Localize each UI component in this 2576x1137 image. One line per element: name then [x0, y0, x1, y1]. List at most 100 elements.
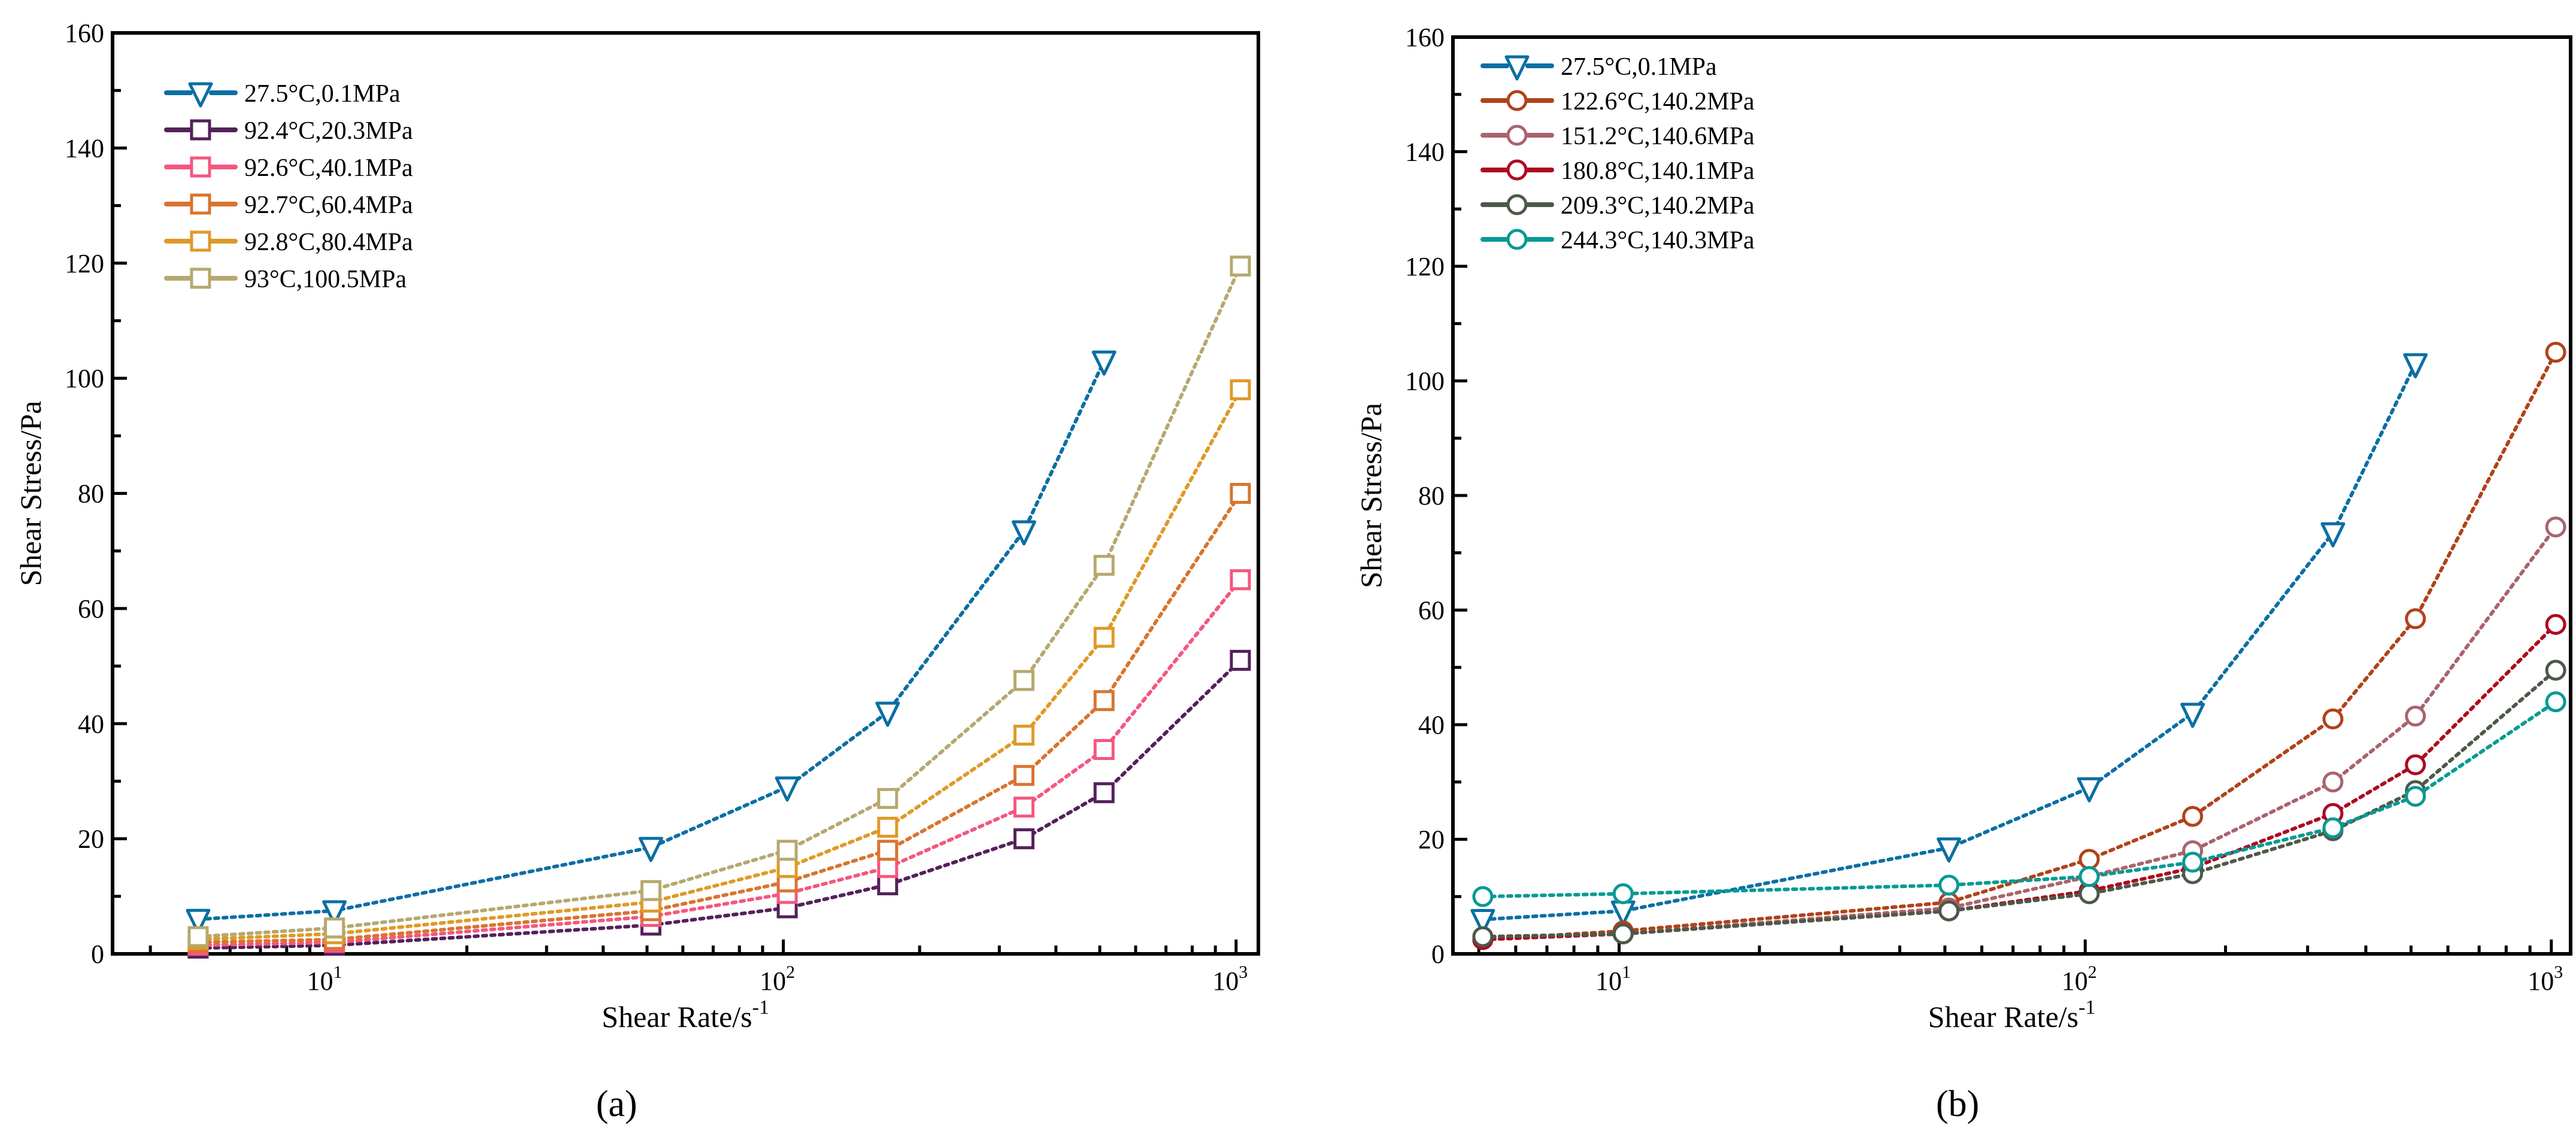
data-point	[2077, 777, 2102, 802]
legend-item: 244.3°C,140.3MPa	[1480, 227, 1755, 254]
data-point	[1091, 350, 1116, 376]
series-line	[196, 491, 1242, 944]
data-point	[1230, 569, 1251, 591]
legend-item: 180.8°C,140.1MPa	[1480, 157, 1755, 185]
y-tick-label: 120	[1405, 252, 1445, 281]
data-point	[2405, 786, 2426, 807]
data-point	[1472, 886, 1494, 907]
x-tick-exp: 1	[1622, 962, 1631, 982]
series-line	[196, 359, 1106, 922]
series-5	[187, 256, 1251, 947]
series-4	[1472, 659, 2566, 947]
data-point	[2545, 659, 2566, 681]
x-tick-label: 102	[760, 962, 795, 996]
legend-marker	[1504, 55, 1530, 81]
data-point	[1013, 670, 1034, 691]
data-point	[1093, 782, 1115, 804]
data-point	[1093, 627, 1115, 648]
x-axis-label: Shear Rate/s-1	[1928, 996, 2096, 1033]
y-tick-label: 160	[1405, 23, 1445, 52]
series-0	[186, 350, 1116, 934]
data-point	[640, 880, 662, 901]
series-line	[1480, 700, 2558, 899]
data-point	[2405, 608, 2426, 630]
data-point	[776, 857, 798, 878]
legend-item: 92.6°C,40.1MPa	[164, 154, 413, 182]
data-point	[1013, 765, 1034, 786]
x-tick-base: 10	[1212, 966, 1239, 996]
x-tick-base: 10	[2528, 966, 2554, 996]
series-line	[196, 388, 1242, 941]
y-tick-label: 20	[1418, 825, 1445, 855]
data-point	[322, 900, 347, 926]
legend-marker	[190, 267, 211, 289]
legend-label: 27.5°C,0.1MPa	[1561, 53, 1717, 81]
legend-label: 92.8°C,80.4MPa	[244, 229, 413, 256]
data-point	[2180, 703, 2205, 728]
legend-marker	[1506, 159, 1528, 181]
legend-marker	[190, 156, 211, 178]
series-line	[1480, 668, 2558, 939]
y-tick-label: 40	[1418, 710, 1445, 740]
legend-marker	[188, 82, 213, 108]
data-point	[877, 874, 899, 896]
data-point	[2545, 613, 2566, 635]
y-tick-label: 160	[65, 19, 104, 48]
series-3	[1472, 613, 2566, 950]
data-point	[2545, 516, 2566, 538]
legend-marker	[1506, 90, 1528, 111]
panel-label: (b)	[1936, 1084, 1979, 1124]
data-point	[1013, 796, 1034, 818]
x-tick-exp: 3	[2554, 962, 2563, 982]
data-point	[2322, 708, 2344, 729]
data-point	[1093, 739, 1115, 761]
legend-item: 27.5°C,0.1MPa	[1480, 53, 1717, 81]
y-tick-label: 60	[1418, 596, 1445, 625]
series-line	[1480, 525, 2558, 942]
data-point	[2079, 866, 2100, 887]
x-tick-base: 10	[1595, 966, 1622, 996]
data-point	[2545, 342, 2566, 363]
y-tick-label: 100	[1405, 367, 1445, 396]
data-point	[2322, 817, 2344, 838]
data-point	[2320, 522, 2346, 548]
series-2	[1472, 516, 2566, 950]
legend-item: 92.8°C,80.4MPa	[164, 229, 413, 256]
legend-marker	[190, 119, 211, 141]
legend-label: 151.2°C,140.6MPa	[1561, 123, 1755, 150]
legend-label: 92.6°C,40.1MPa	[244, 154, 413, 182]
legend-marker	[190, 193, 211, 215]
data-point	[1612, 923, 1634, 944]
data-point	[2403, 353, 2428, 379]
data-point	[1230, 256, 1251, 277]
x-tick-label: 101	[1595, 962, 1631, 996]
y-axis-label: Shear Stress/Pa	[14, 401, 47, 586]
legend-label: 122.6°C,140.2MPa	[1561, 88, 1755, 115]
x-tick-exp: 2	[2088, 962, 2097, 982]
data-point	[776, 840, 798, 861]
series-3	[187, 483, 1251, 953]
series-1	[187, 649, 1251, 959]
data-point	[1938, 900, 1960, 922]
x-tick-base: 10	[307, 966, 333, 996]
data-point	[1013, 724, 1034, 746]
data-point	[2079, 883, 2100, 904]
legend-item: 92.4°C,20.3MPa	[164, 117, 413, 145]
data-point	[1230, 379, 1251, 400]
x-axis-label-text: Shear Rate/s	[602, 1000, 752, 1033]
x-axis-label: Shear Rate/s-1	[602, 996, 769, 1033]
x-tick-label: 102	[2062, 962, 2097, 996]
data-point	[638, 837, 663, 862]
x-tick-exp: 1	[333, 962, 342, 982]
series-4	[187, 379, 1251, 950]
data-point	[2405, 706, 2426, 727]
legend-marker	[1506, 194, 1528, 215]
x-axis-label-sup: -1	[2079, 996, 2095, 1019]
data-point	[187, 926, 209, 947]
x-tick-base: 10	[2062, 966, 2088, 996]
y-tick-label: 80	[78, 479, 104, 509]
data-point	[877, 840, 899, 861]
